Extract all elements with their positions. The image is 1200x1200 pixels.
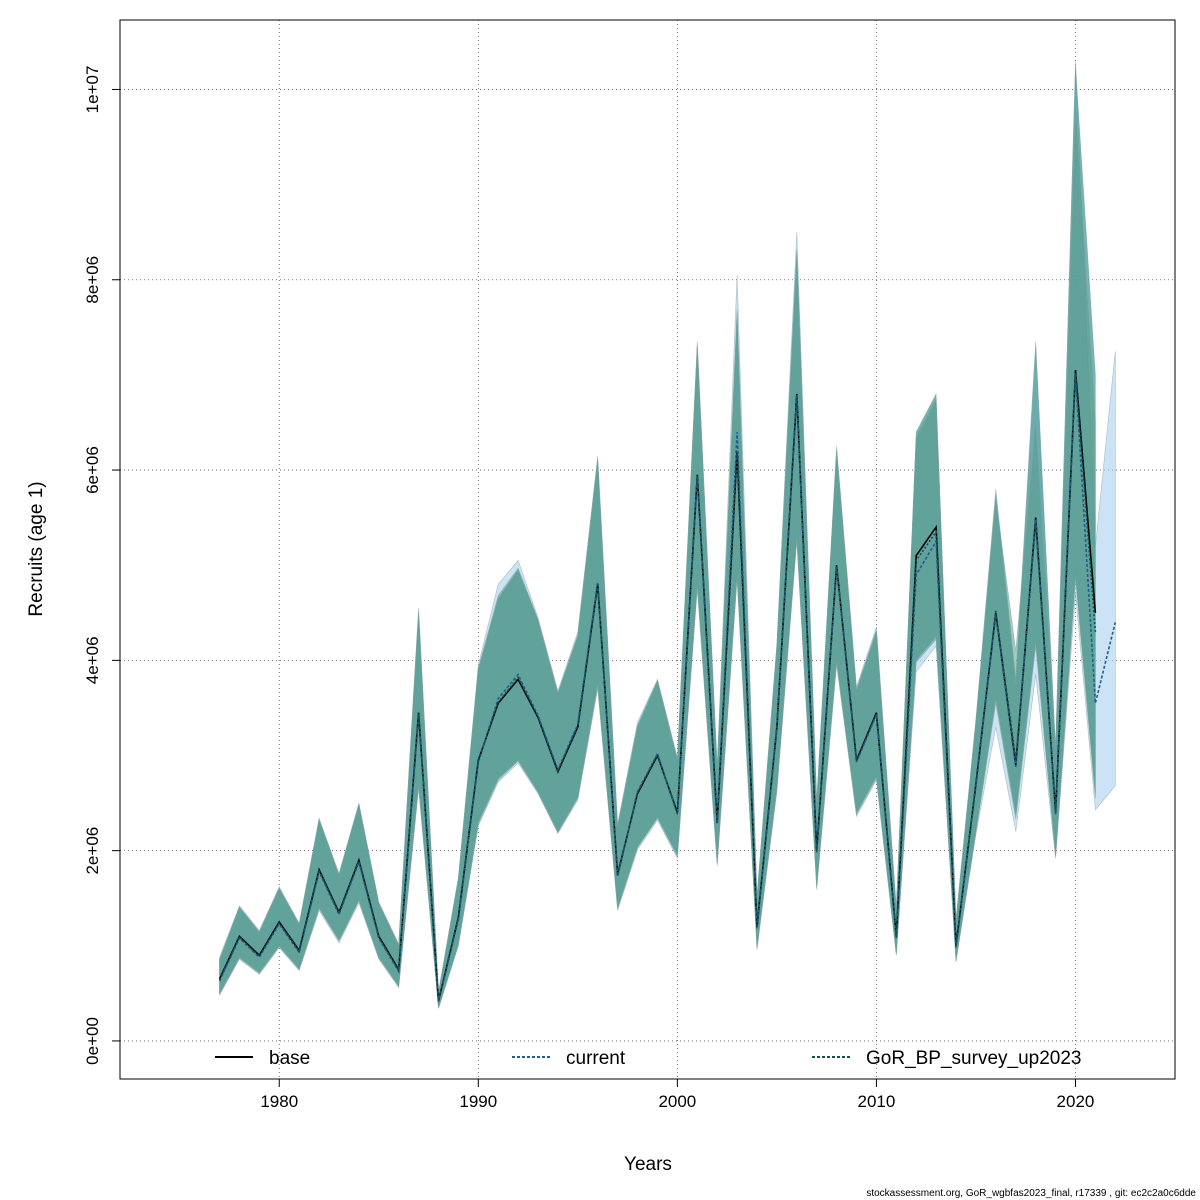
line-GoR_BP_survey_up2023 xyxy=(218,372,1097,1002)
x-tick-label-2010: 2010 xyxy=(858,1092,896,1111)
x-tick-label-2020: 2020 xyxy=(1057,1092,1095,1111)
y-tick-label-3: 6e+06 xyxy=(83,446,102,494)
y-tick-label-5: 1e+07 xyxy=(83,66,102,114)
legend-label-0: base xyxy=(269,1048,310,1069)
series-lines xyxy=(218,370,1117,1003)
x-axis-title: Years xyxy=(624,1154,672,1175)
x-tick-label-1990: 1990 xyxy=(459,1092,497,1111)
y-tick-label-0: 0e+00 xyxy=(83,1017,102,1065)
x-tick-label-1980: 1980 xyxy=(260,1092,298,1111)
line-current xyxy=(218,374,1117,1003)
y-axis-title: Recruits (age 1) xyxy=(26,481,47,616)
legend-label-2: GoR_BP_survey_up2023 xyxy=(866,1048,1081,1069)
legend: base current GoR_BP_survey_up2023 xyxy=(215,1048,1081,1069)
y-axis: 0e+00 2e+06 4e+06 6e+06 8e+06 1e+07 xyxy=(83,66,120,1065)
y-tick-label-1: 2e+06 xyxy=(83,827,102,875)
y-tick-label-4: 8e+06 xyxy=(83,256,102,304)
x-tick-label-2000: 2000 xyxy=(658,1092,696,1111)
legend-label-1: current xyxy=(566,1048,626,1069)
plot-frame xyxy=(119,19,1176,1080)
x-axis: 1980 1990 2000 2010 2020 xyxy=(260,1079,1094,1111)
footer-credit: stockassessment.org, GoR_wgbfas2023_fina… xyxy=(866,1188,1196,1199)
y-tick-label-2: 4e+06 xyxy=(83,636,102,684)
